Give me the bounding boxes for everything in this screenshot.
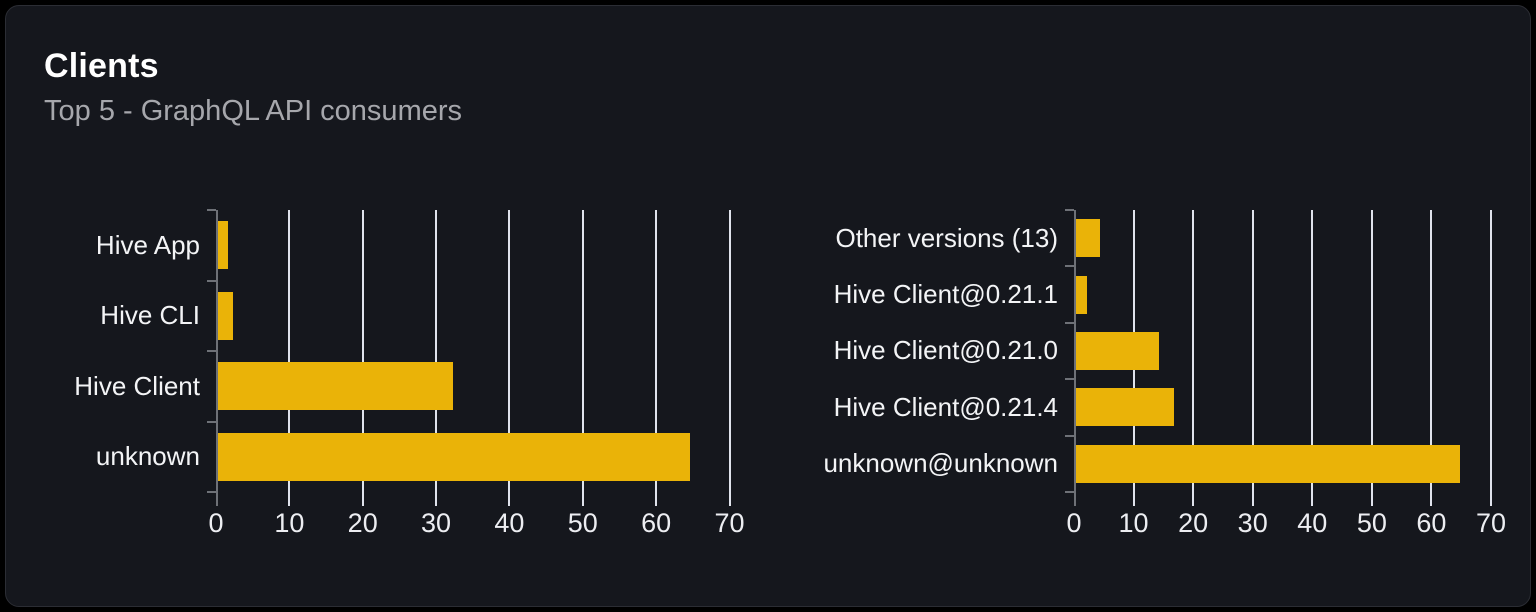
category-label: Hive CLI: [100, 300, 200, 331]
gridline: [655, 210, 658, 492]
bar-hive-app[interactable]: [218, 221, 229, 270]
y-axis-tick: [1065, 265, 1074, 268]
x-tick-label: 30: [1237, 508, 1268, 538]
gridline: [288, 210, 291, 492]
x-tick-label: 30: [421, 508, 452, 538]
y-axis-tick: [1065, 321, 1074, 324]
y-axis-tick: [1065, 491, 1074, 493]
x-axis-tick: [508, 492, 511, 506]
y-axis-tick: [1065, 378, 1074, 381]
x-tick-label: 0: [208, 508, 224, 538]
x-tick-label: 60: [641, 508, 672, 538]
x-tick-label: 70: [714, 508, 745, 538]
x-axis-tick: [435, 492, 438, 506]
y-axis-tick: [207, 209, 216, 211]
bar-chart-clients-by-version: Other versions (13) Hive Client@0.21.1 Hiv…: [811, 209, 1506, 538]
x-axis-tick: [1132, 492, 1135, 506]
y-axis-tick: [207, 350, 216, 352]
x-tick-label: 60: [1416, 508, 1447, 538]
bar-unknown[interactable]: [218, 432, 691, 481]
x-tick-label: 0: [1066, 508, 1082, 538]
bar-unknown-unknown[interactable]: [1076, 444, 1461, 483]
x-tick-label: 40: [494, 508, 525, 538]
category-label: Hive Client@0.21.1: [833, 279, 1058, 310]
x-tick-label: 40: [1297, 508, 1328, 538]
gridline: [1370, 210, 1373, 492]
panel-subtitle: Top 5 - GraphQL API consumers: [44, 95, 463, 127]
panel-title: Clients: [44, 47, 159, 85]
gridline: [728, 210, 731, 492]
x-tick-label: 50: [567, 508, 598, 538]
bar-other-versions-13-[interactable]: [1076, 219, 1100, 258]
gridline: [1489, 210, 1492, 492]
category-label: Other versions (13): [835, 222, 1058, 253]
gridline: [1192, 210, 1195, 492]
y-axis-tick: [1065, 209, 1074, 211]
y-axis-line: [1074, 210, 1076, 506]
category-label: Hive App: [95, 229, 200, 260]
x-tick-label: 50: [1356, 508, 1387, 538]
x-axis-tick: [1489, 492, 1492, 506]
x-tick-label: 20: [1178, 508, 1209, 538]
x-axis-tick: [1311, 492, 1314, 506]
gridline: [508, 210, 511, 492]
x-tick-label: 10: [1118, 508, 1149, 538]
bar-hive-client-0-21-4[interactable]: [1076, 388, 1175, 427]
category-label: Hive Client@0.21.0: [833, 335, 1058, 366]
y-axis-tick: [207, 279, 216, 282]
category-label: unknown@unknown: [823, 448, 1058, 479]
category-label: Hive Client: [74, 370, 200, 401]
x-axis-tick: [1251, 492, 1254, 506]
category-label: unknown: [95, 441, 200, 472]
bar-hive-client-0-21-1[interactable]: [1076, 275, 1087, 314]
x-axis-tick: [728, 492, 731, 506]
x-axis-tick: [1192, 492, 1195, 506]
bar-hive-cli[interactable]: [218, 291, 233, 340]
x-axis-tick: [655, 492, 658, 506]
bar-hive-client-0-21-0[interactable]: [1076, 332, 1160, 370]
y-axis-tick: [207, 420, 216, 423]
x-axis-tick: [288, 492, 291, 506]
bar-hive-client[interactable]: [218, 362, 453, 411]
gridline: [1430, 210, 1433, 492]
gridline: [1311, 210, 1314, 492]
y-axis-tick: [207, 491, 216, 493]
y-axis-tick: [1065, 434, 1074, 437]
bar-chart-clients-by-name: Hive App Hive CLI Hive Client unknown 0 10 20 3…: [44, 209, 748, 538]
category-label: Hive Client@0.21.4: [833, 391, 1058, 422]
x-axis-tick: [361, 492, 364, 506]
y-axis-line: [216, 210, 218, 506]
gridline: [435, 210, 438, 492]
gridline: [581, 210, 584, 492]
x-tick-label: 70: [1475, 508, 1507, 538]
x-tick-label: 10: [274, 508, 305, 538]
x-axis-tick: [1370, 492, 1373, 506]
gridline: [1251, 210, 1254, 492]
gridline: [361, 210, 364, 492]
x-axis-tick: [1430, 492, 1433, 506]
x-tick-label: 20: [347, 508, 378, 538]
x-axis-tick: [581, 492, 584, 506]
clients-panel: Clients Top 5 - GraphQL API consumers Hi…: [5, 5, 1531, 607]
